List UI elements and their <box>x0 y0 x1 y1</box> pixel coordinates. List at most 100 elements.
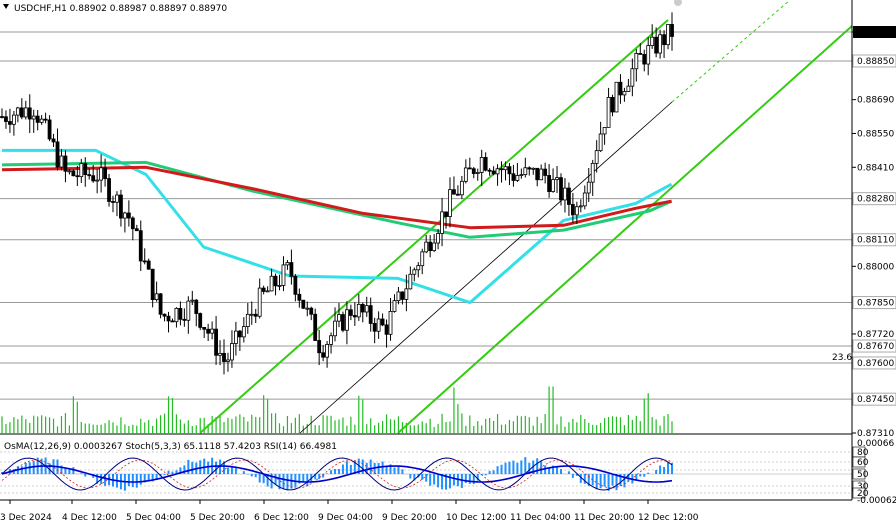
moving-average-line-1 <box>1 160 673 239</box>
indicator-label-3: 50 <box>857 470 869 480</box>
candle-body <box>368 305 373 324</box>
price-label-1: 0.88850 <box>857 57 894 67</box>
candle-body <box>594 150 599 164</box>
time-label-9: 11 Dec 20:00 <box>574 513 635 523</box>
candle-body <box>178 308 183 320</box>
candle-body <box>503 166 508 171</box>
candle-body <box>162 313 167 317</box>
candle-body <box>257 287 262 317</box>
candle-body <box>483 157 488 171</box>
moving-averages <box>1 148 673 305</box>
level-price-box-5 <box>852 192 896 206</box>
candle-body <box>265 290 270 293</box>
candle-body <box>174 308 179 323</box>
candle-body <box>384 324 389 335</box>
indicator-label-0: 0.00066 <box>857 439 894 449</box>
candle-body <box>602 127 607 135</box>
candle-body <box>293 275 298 295</box>
candle-body <box>63 155 68 172</box>
indicator-level-box-2 <box>852 456 866 468</box>
candle-body <box>570 204 575 216</box>
candle-body <box>4 116 8 122</box>
candle-body <box>122 212 127 219</box>
channel-upper-line[interactable] <box>199 19 669 434</box>
candle-body <box>499 168 504 171</box>
candle-body <box>277 284 282 287</box>
candle-body <box>658 34 663 54</box>
candle-body <box>670 24 674 37</box>
collapse-arrow-icon[interactable] <box>3 4 9 9</box>
moving-average-line-2 <box>1 165 672 230</box>
time-label-0: 3 Dec 2024 <box>0 513 52 523</box>
candle-body <box>459 180 464 196</box>
time-label-7: 10 Dec 12:00 <box>446 513 507 523</box>
candle-body <box>432 242 437 252</box>
level-price-box-6 <box>852 233 896 247</box>
channel-lower-line[interactable] <box>397 25 853 434</box>
candle-body <box>380 318 385 326</box>
price-label-9: 0.87720 <box>857 330 894 340</box>
candlesticks <box>0 12 674 375</box>
candle-body <box>586 181 591 194</box>
candle-body <box>666 24 670 46</box>
candle-body <box>71 170 76 177</box>
candle-body <box>626 85 631 92</box>
trend-channel[interactable] <box>199 0 853 434</box>
candle-body <box>190 299 195 302</box>
channel-handle[interactable] <box>674 0 682 6</box>
candle-body <box>467 167 472 170</box>
candle-body <box>87 174 92 177</box>
price-label-0: 0.88970 <box>857 28 896 38</box>
price-label-2: 0.88690 <box>857 96 894 106</box>
indicator-pane[interactable]: OsMA(12,26,9) 0.0003267 Stoch(5,3,3) 65.… <box>0 442 852 494</box>
price-chart-pane[interactable]: 23.6 USDCHF,H1 0.88902 0.88987 0.88897 0… <box>0 0 853 434</box>
candle-body <box>206 328 211 334</box>
indicator-level-box-5 <box>852 487 866 499</box>
indicator-level-box-3 <box>852 468 866 480</box>
candle-body <box>313 313 318 341</box>
indicator-level-lines <box>0 451 852 494</box>
price-axis[interactable]: 0.88970 0.88850 0.88690 0.88550 0.88410 0.882… <box>852 26 896 439</box>
indicator-label-2: 60 <box>857 458 869 468</box>
candle-body <box>301 299 306 309</box>
time-label-8: 11 Dec 04:00 <box>510 513 571 523</box>
candle-body <box>475 171 480 174</box>
candle-body <box>463 167 468 182</box>
candle-body <box>226 359 230 362</box>
candle-body <box>43 118 48 121</box>
candle-body <box>83 163 88 176</box>
candle-body <box>329 335 333 345</box>
candle-body <box>241 326 246 338</box>
indicator-label-5: 20 <box>857 489 869 499</box>
candle-body <box>285 262 290 266</box>
candle-body <box>289 262 294 277</box>
time-label-1: 4 Dec 12:00 <box>62 513 117 523</box>
candle-body <box>535 167 540 181</box>
candle-body <box>95 179 100 182</box>
candle-body <box>194 299 199 314</box>
candle-body <box>103 167 107 179</box>
candle-body <box>618 81 623 96</box>
price-label-13: 0.87310 <box>857 429 894 439</box>
candle-body <box>539 168 544 181</box>
candle-body <box>19 107 24 118</box>
candle-body <box>305 307 310 310</box>
price-label-8: 0.87850 <box>857 299 894 309</box>
channel-median-line[interactable] <box>299 101 673 434</box>
candle-body <box>444 211 448 217</box>
candle-body <box>309 307 314 315</box>
candle-body <box>31 115 36 120</box>
candle-body <box>345 309 349 331</box>
price-pane-background <box>0 0 852 433</box>
candle-body <box>230 343 234 361</box>
candle-body <box>27 107 32 120</box>
time-axis[interactable]: 3 Dec 2024 4 Dec 12:00 5 Dec 04:00 5 Dec 20… <box>0 500 699 523</box>
price-label-7: 0.88000 <box>857 262 894 272</box>
candle-body <box>237 330 242 338</box>
candle-body <box>99 167 104 181</box>
level-price-box-10 <box>852 339 896 353</box>
candle-body <box>527 167 532 170</box>
candle-body <box>15 107 20 116</box>
